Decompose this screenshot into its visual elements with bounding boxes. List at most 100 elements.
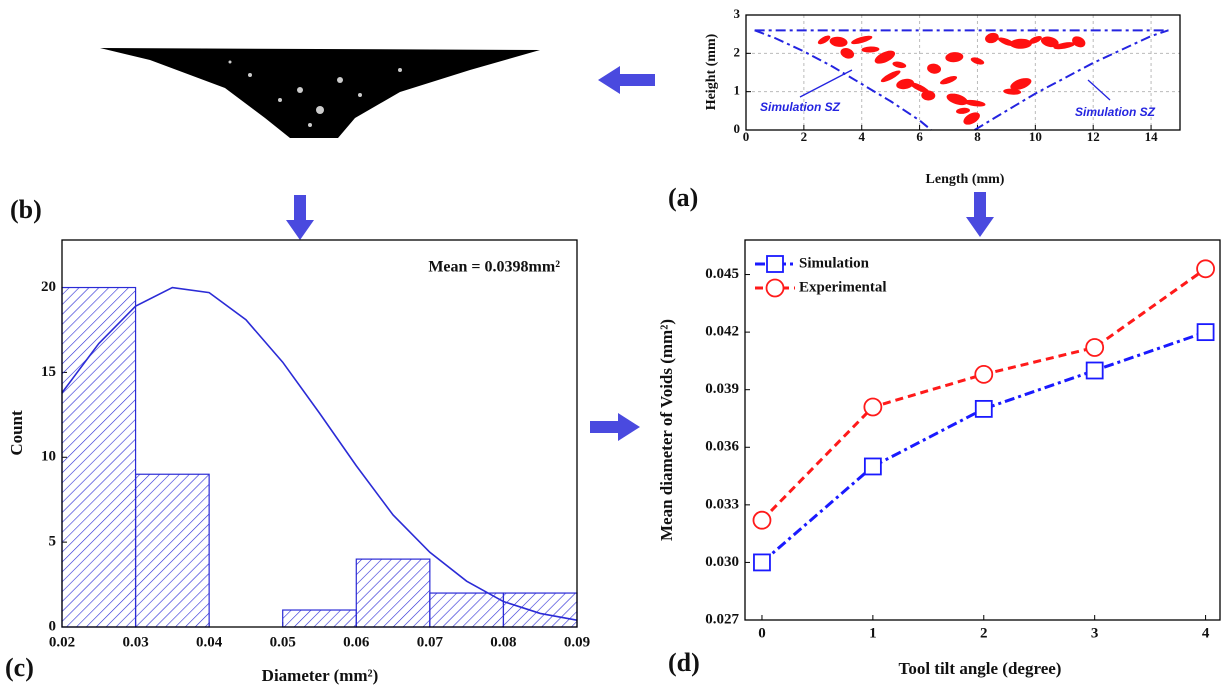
y-tick-label: 2: [734, 44, 741, 59]
x-tick-label: 0.07: [417, 634, 444, 650]
x-tick-label: 4: [858, 129, 865, 144]
void: [1040, 36, 1059, 48]
void: [817, 35, 831, 45]
void: [963, 99, 986, 107]
x-tick-label: 0.06: [343, 634, 370, 650]
void: [963, 112, 980, 125]
x-tick-label: 0.04: [196, 634, 223, 650]
y-tick-label: 15: [41, 364, 56, 380]
void: [940, 75, 958, 85]
marker: [752, 510, 772, 530]
x-axis-label: Tool tilt angle (degree): [899, 659, 1062, 678]
series-line: [754, 29, 932, 131]
annotation-arrow: [799, 69, 853, 98]
marker: [974, 364, 994, 384]
y-tick-label: 0.042: [705, 324, 739, 340]
x-tick-label: 12: [1087, 129, 1100, 144]
y-tick-label: 0.027: [705, 611, 739, 627]
marker: [974, 399, 993, 418]
x-tick-label: 2: [980, 625, 988, 641]
void: [1003, 88, 1022, 95]
histogram-bar: [355, 558, 431, 628]
x-axis-label: Diameter (mm²): [262, 666, 379, 685]
y-tick-label: 0.045: [705, 266, 739, 282]
x-tick-label: 0: [743, 129, 750, 144]
panel-label: (c): [5, 653, 34, 682]
marker: [863, 397, 883, 417]
marker: [863, 457, 882, 476]
histogram-bar: [61, 286, 137, 628]
void: [1072, 36, 1086, 48]
x-tick-label: 8: [974, 129, 981, 144]
y-tick-label: 1: [734, 83, 741, 98]
fit-curve: [61, 286, 578, 621]
plot-frame: [745, 14, 1181, 131]
histogram-bar: [502, 592, 578, 628]
void: [1009, 38, 1032, 49]
panel-label: (b): [10, 195, 42, 224]
legend-label: Simulation: [799, 255, 870, 271]
void: [909, 82, 930, 94]
void: [1053, 42, 1076, 50]
marker: [1085, 361, 1104, 380]
void: [851, 35, 873, 45]
void: [880, 70, 901, 83]
y-axis-label: Height (mm): [704, 33, 719, 110]
y-tick-label: 0.039: [705, 381, 739, 397]
void: [946, 93, 968, 106]
void: [861, 46, 880, 53]
legend-marker: [766, 255, 784, 273]
y-tick-label: 0.033: [705, 496, 739, 512]
x-tick-label: 6: [916, 129, 923, 144]
marker: [1085, 338, 1105, 357]
weld-image: [100, 48, 540, 138]
legend-label: Experimental: [799, 279, 887, 295]
series-line: [760, 267, 1207, 522]
x-tick-label: 0.03: [122, 634, 148, 650]
y-tick-label: 0.030: [705, 554, 739, 570]
x-tick-label: 10: [1029, 129, 1042, 144]
void: [927, 63, 942, 74]
flow-arrows: [286, 66, 994, 441]
y-tick-label: 20: [41, 279, 56, 295]
void: [956, 107, 970, 114]
annotation: Simulation SZ: [1075, 105, 1156, 119]
void: [1028, 35, 1042, 44]
panel-label: (a): [668, 183, 698, 212]
y-axis-label: Mean diameter of Voids (mm²): [657, 319, 676, 541]
x-tick-label: 0.02: [49, 634, 75, 650]
void: [945, 52, 964, 63]
void: [970, 57, 985, 65]
x-tick-label: 1: [869, 625, 877, 641]
panel-label: (d): [668, 648, 700, 677]
series-line: [760, 330, 1207, 564]
annotation: Simulation SZ: [760, 100, 841, 114]
void: [1010, 78, 1032, 90]
series-line: [974, 29, 1169, 131]
void: [921, 90, 936, 101]
histogram-bar: [429, 592, 505, 628]
plot-frame: [61, 239, 578, 628]
void: [840, 48, 855, 59]
legend-marker: [765, 278, 785, 298]
y-tick-label: 0.036: [705, 439, 739, 455]
x-tick-label: 2: [801, 129, 808, 144]
histogram-bar: [282, 609, 357, 628]
x-tick-label: 0.05: [270, 634, 296, 650]
marker: [1196, 323, 1215, 342]
y-tick-label: 5: [49, 534, 57, 550]
x-tick-label: 0.09: [564, 634, 590, 650]
annotation-arrow: [1087, 79, 1111, 101]
x-tick-label: 3: [1091, 625, 1099, 641]
y-axis-label: Count: [7, 410, 26, 456]
x-tick-label: 0.08: [490, 634, 516, 650]
x-tick-label: 14: [1145, 129, 1159, 144]
y-tick-label: 3: [734, 6, 741, 21]
x-axis-label: Length (mm): [926, 172, 1005, 187]
y-tick-label: 10: [41, 449, 56, 465]
histogram-bar: [134, 473, 210, 628]
marker: [753, 553, 771, 572]
void: [985, 32, 999, 44]
void: [829, 36, 848, 47]
